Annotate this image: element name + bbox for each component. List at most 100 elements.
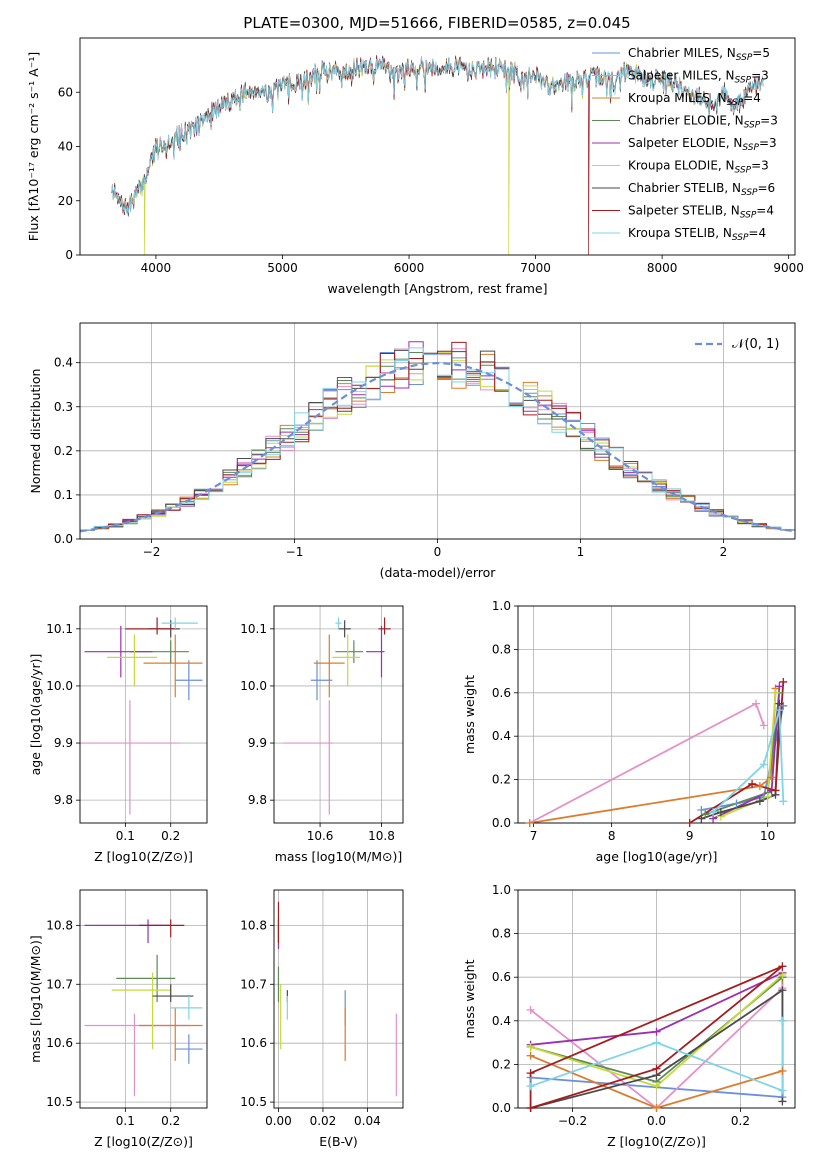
residuals-plot-area xyxy=(80,341,795,533)
weight-marker xyxy=(526,1082,535,1091)
legend-name: Kroupa ELODIE, N xyxy=(628,159,735,173)
y-axis-label: mass weight xyxy=(462,675,477,754)
x-axis-label: age [log10(age/yr)] xyxy=(596,849,718,864)
y-axis-label: age [log10(age/yr)] xyxy=(28,654,43,776)
weight-marker xyxy=(697,805,706,814)
x-axis-label: Z [log10(Z/Z⊙)] xyxy=(94,1134,193,1149)
weight-marker xyxy=(771,786,780,795)
y-tick-label: 0.0 xyxy=(492,1101,511,1115)
x-axis-label: wavelength [Angstrom, rest frame] xyxy=(327,281,547,296)
weight-line-5 xyxy=(712,686,781,820)
y-tick-label: 0.2 xyxy=(492,773,511,787)
weight-marker xyxy=(748,779,757,788)
legend-suffix: =4 xyxy=(743,91,761,105)
x-tick-label: 0.1 xyxy=(116,829,135,843)
normal-reference-curve xyxy=(80,361,795,533)
weight-marker xyxy=(759,721,768,730)
x-tick-label: 9000 xyxy=(773,261,804,275)
axes-frame xyxy=(79,322,796,540)
weight-marker xyxy=(751,699,760,708)
y-tick-label: 0.8 xyxy=(492,927,511,941)
age_vs_mass-plot-area xyxy=(283,617,391,815)
x-tick-label: 0.0 xyxy=(647,1114,666,1128)
weight-marker xyxy=(526,1104,535,1112)
x-tick-label: −1 xyxy=(286,545,304,559)
residual-legend: 𝒩(0, 1) xyxy=(695,337,779,352)
y-tick-label: 0.0 xyxy=(492,816,511,830)
weight-marker xyxy=(709,808,718,817)
weight-marker xyxy=(778,962,787,971)
weight-marker xyxy=(685,819,694,827)
legend-label: Salpeter ELODIE, NSSP=3 xyxy=(628,136,777,153)
chart-weight_vs_age: 7 8 9 10 0.0 0.2 0.4 0.6 0.8 1.0 age [log10(age/yr… xyxy=(462,599,796,864)
y-tick-label: 9.8 xyxy=(54,793,73,807)
spectrum-line-9 xyxy=(111,56,764,214)
y-tick-label: 10.6 xyxy=(240,1036,267,1050)
weight-marker xyxy=(778,1066,787,1075)
x-axis-label: mass [log10(M/M⊙)] xyxy=(275,849,403,864)
spectrum-plot-area xyxy=(111,55,764,255)
chart-spectrum: 4000 5000 6000 7000 8000 9000 0 20 40 60 wavelengt… xyxy=(26,37,804,296)
chart-mass_vs_ebv: 0.00 0.02 0.04 10.5 10.6 10.7 10.8 E(B-V) xyxy=(240,889,404,1149)
legend-label: Chabrier STELIB, NSSP=6 xyxy=(628,181,775,198)
chart-mass_vs_Z: 0.1 0.2 10.5 10.6 10.7 10.8 Z [log10(Z/Z⊙)] mas… xyxy=(28,889,208,1149)
mass_vs_ebv-grid xyxy=(274,890,403,1108)
x-tick-label: 5000 xyxy=(267,261,298,275)
weight-marker xyxy=(759,760,768,769)
weight-marker xyxy=(652,1064,661,1073)
axes-frame xyxy=(79,37,796,256)
axes-frame xyxy=(273,889,404,1109)
y-tick-label: 0.6 xyxy=(492,970,511,984)
y-tick-label: 9.9 xyxy=(54,736,73,750)
weight_vs_age-plot-area xyxy=(529,681,785,823)
weight-marker xyxy=(701,810,710,819)
legend-label: Kroupa STELIB, NSSP=4 xyxy=(628,226,766,243)
x-tick-label: 4000 xyxy=(141,261,172,275)
weight-marker xyxy=(771,688,780,697)
legend-suffix: =3 xyxy=(751,159,769,173)
weight-marker xyxy=(775,706,784,715)
charts-layer: 4000 5000 6000 7000 8000 90000204060wavelengt… xyxy=(26,37,804,1149)
weight-marker xyxy=(716,808,725,817)
y-axis-label: mass [log10(M/M⊙)] xyxy=(28,935,43,1063)
y-axis-label: mass weight xyxy=(462,959,477,1038)
legend-sub: SSP xyxy=(727,98,744,108)
legend-suffix: =3 xyxy=(759,136,777,150)
mass_vs_Z-plot-area xyxy=(84,919,203,1097)
legend-label: 𝒩(0, 1) xyxy=(732,337,779,352)
weight-marker xyxy=(652,1038,661,1047)
weight-marker xyxy=(526,1005,535,1014)
legend-sub: SSP xyxy=(736,53,753,63)
x-axis-label: Z [log10(Z/Z⊙)] xyxy=(607,1134,706,1149)
y-tick-label: 0.0 xyxy=(54,532,73,546)
x-tick-label: 10.8 xyxy=(368,829,395,843)
y-tick-label: 20 xyxy=(58,194,73,208)
legend-sub: SSP xyxy=(742,143,759,153)
x-tick-label: 0.02 xyxy=(310,1114,337,1128)
y-tick-label: 10.1 xyxy=(46,622,73,636)
y-tick-label: 10.0 xyxy=(240,679,267,693)
y-tick-label: 0 xyxy=(65,248,73,262)
axes-frame xyxy=(79,605,208,824)
weight-marker xyxy=(526,1042,535,1051)
x-tick-label: 8000 xyxy=(647,261,678,275)
mass_vs_Z-grid xyxy=(80,890,207,1108)
chart-residuals: −2 −1 0 1 2 0.0 0.1 0.2 0.3 0.4 (data-model)/error… xyxy=(28,322,796,580)
weight-marker xyxy=(778,1086,787,1095)
y-tick-label: 0.2 xyxy=(492,1057,511,1071)
axes-frame xyxy=(273,605,404,824)
y-tick-label: 10.5 xyxy=(240,1095,267,1109)
x-tick-label: 0 xyxy=(434,545,442,559)
legend-name: Chabrier STELIB, N xyxy=(628,181,741,195)
residual-histogram-9 xyxy=(80,347,795,531)
axes-frame xyxy=(517,605,796,824)
y-tick-label: 10.7 xyxy=(46,977,73,991)
y-tick-label: 40 xyxy=(58,140,73,154)
figure-title: PLATE=0300, MJD=51666, FIBERID=0585, z=0… xyxy=(243,14,630,32)
weight-marker xyxy=(778,1097,787,1106)
y-tick-label: 1.0 xyxy=(492,883,511,897)
weight-marker xyxy=(525,819,534,827)
legend-sub: SSP xyxy=(744,121,761,131)
